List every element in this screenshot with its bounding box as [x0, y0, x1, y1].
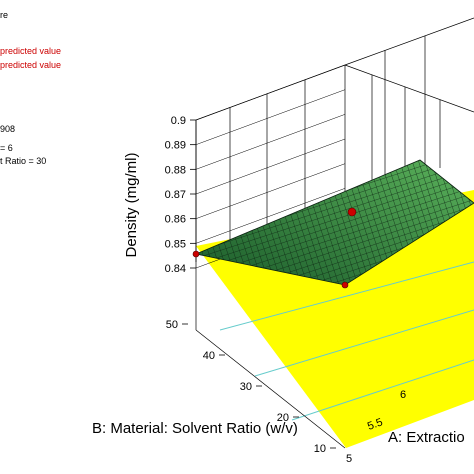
- z-tick-label: 0.84: [165, 263, 186, 275]
- z-grid-line: [195, 114, 346, 170]
- legend-line-5: = 6: [0, 143, 13, 153]
- legend-line-3: predicted value: [0, 60, 62, 70]
- z-grid-line: [195, 163, 346, 219]
- y-tick-labels: 50 40 30 20 10: [166, 319, 336, 455]
- z-grid-line: [195, 64, 346, 121]
- z-grid-line: [195, 138, 346, 195]
- z-grid-line: [195, 188, 346, 244]
- box-edge: [344, 64, 474, 113]
- z-tick-label: 0.87: [165, 189, 186, 201]
- x-tick-label: 5: [346, 453, 352, 465]
- x-tick-label: 5.5: [366, 416, 384, 433]
- y-tick-label: 10: [314, 443, 326, 455]
- z-tick-label: 0.89: [165, 140, 186, 152]
- legend-line-4: 908: [0, 124, 16, 134]
- floor-contour: [291, 359, 474, 421]
- response-surface-mesh: [196, 160, 474, 285]
- z-tick-label: 0.86: [165, 214, 186, 226]
- z-tick-label: 0.88: [165, 164, 186, 176]
- z-axis-label: Density (mg/ml): [123, 152, 140, 257]
- y-tick-label: 50: [166, 319, 178, 331]
- y-tick-label: 30: [240, 381, 252, 393]
- box-edge: [344, 17, 474, 66]
- z-tick-label: 0.85: [165, 238, 186, 250]
- z-gridlines: [195, 64, 346, 269]
- design-point: [192, 250, 200, 258]
- y-tick-label: 20: [277, 412, 289, 424]
- design-point: [341, 281, 349, 289]
- legend-block: re predicted value predicted value 908 =…: [0, 0, 130, 180]
- x-tick-label: 6: [400, 389, 406, 401]
- legend-line-6: t Ratio = 30: [0, 156, 47, 166]
- x-axis-label: A: Extractio: [388, 429, 465, 446]
- z-tick-label: 0.9: [171, 115, 186, 127]
- floor-contour: [219, 261, 474, 331]
- y-tick-label: 40: [203, 350, 215, 362]
- floor-contours: [219, 261, 474, 421]
- z-grid-line: [195, 89, 346, 145]
- design-point: [347, 207, 357, 217]
- z-tick-labels: 0.84 0.85 0.86 0.87 0.88 0.89 0.9: [165, 115, 196, 275]
- legend-line-1: re: [0, 10, 9, 20]
- y-axis-label: B: Material: Solvent Ratio (w/v): [92, 420, 298, 437]
- floor-contour: [254, 309, 474, 377]
- box-edge: [195, 329, 346, 449]
- legend-line-2: predicted value: [0, 46, 62, 56]
